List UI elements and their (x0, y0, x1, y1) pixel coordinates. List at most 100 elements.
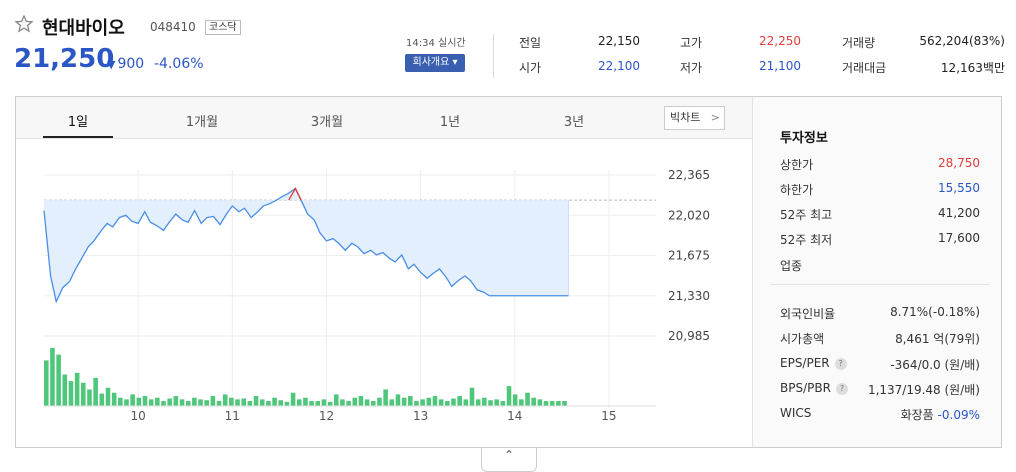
volume-bar (321, 399, 327, 406)
volume-bar (62, 374, 68, 406)
wics-change: -0.09% (937, 408, 980, 422)
wics-row: WICS 화장품 -0.09% (780, 406, 980, 422)
open-value: 22,100 (598, 59, 640, 73)
volume-bar (457, 396, 462, 406)
y-tick-label: 20,985 (668, 329, 710, 343)
intraday-chart[interactable]: 22,365 22,020 21,675 21,330 20,985 10 11 12 13 14… (16, 140, 752, 446)
volume-bar (235, 399, 240, 406)
price-area (44, 188, 569, 302)
x-tick-label: 10 (131, 409, 146, 423)
low-value: 21,100 (759, 59, 801, 73)
industry-row: 업종 (780, 257, 980, 273)
volume-bar (192, 397, 197, 406)
volume-bar (549, 401, 555, 406)
bps-pbr-value: 1,137/19.48 (원/배) (867, 383, 980, 397)
volume-bar (247, 401, 253, 406)
volume-bar (173, 396, 179, 406)
volume-bar (327, 401, 333, 406)
wics-sector: 화장품 (900, 408, 934, 422)
stock-code: 048410 (150, 20, 196, 34)
volume-bar (420, 399, 425, 406)
volume-bar (488, 400, 493, 406)
volume-bar (216, 401, 222, 406)
tab-3m[interactable]: 3개월 (310, 115, 344, 130)
down-triangle-icon: ▼ (107, 58, 116, 71)
lower-limit-value: 15,550 (938, 181, 980, 195)
volume-bar (315, 401, 321, 406)
price-line-up-segment (288, 187, 302, 201)
tab-1d[interactable]: 1일 (67, 115, 89, 130)
y-tick-label: 22,365 (668, 168, 710, 182)
volume-bar (432, 396, 438, 406)
volume-bar (333, 394, 339, 406)
volume-bar (68, 381, 74, 406)
x-tick-label: 15 (601, 409, 616, 423)
x-tick-label: 14 (507, 409, 522, 423)
volume-bar (185, 401, 191, 406)
open-label: 시가 (519, 61, 542, 75)
volume-bar (438, 399, 444, 406)
bigchart-label: 빅차트 (670, 111, 701, 124)
volume-bar (364, 399, 370, 406)
amount-label: 거래대금 (842, 61, 887, 75)
volume-bar (556, 401, 561, 406)
volume-bar (389, 399, 395, 406)
x-tick-label: 12 (319, 409, 334, 423)
favorite-star-icon[interactable] (14, 14, 34, 34)
volume-bar (130, 394, 135, 406)
volume-bar (81, 382, 86, 406)
collapse-toggle[interactable]: ⌃ (481, 448, 537, 472)
x-tick-label: 11 (225, 409, 240, 423)
x-tick-label: 13 (413, 409, 428, 423)
volume-bar (371, 401, 376, 406)
volume-bar (148, 399, 154, 406)
volume-bar (469, 387, 475, 406)
eps-per-value: -364/0.0 (원/배) (890, 358, 980, 372)
tab-1m[interactable]: 1개월 (185, 115, 219, 130)
realtime-timestamp: 14:34 실시간 (406, 38, 466, 49)
volume-bar (179, 399, 185, 406)
volume-bar (352, 397, 358, 406)
52w-high-label: 52주 최고 (780, 208, 833, 222)
price-line (43, 187, 569, 304)
tab-3y[interactable]: 3년 (563, 115, 585, 130)
price-change-percent: -4.06% (154, 56, 204, 72)
high-label: 고가 (680, 36, 703, 50)
volume-bar (537, 399, 543, 406)
volume-bar (475, 399, 481, 406)
stock-header: 현대바이오 048410 코스닥 21,250 ▼ 900 -4.06% 14:3… (0, 0, 1016, 96)
help-icon[interactable]: ? (834, 358, 847, 370)
help-icon[interactable]: ? (835, 383, 848, 395)
volume-bar (296, 399, 302, 406)
price-change: ▼ 900 (107, 56, 144, 72)
prev-close-value: 22,150 (598, 34, 640, 48)
volume-bar (340, 399, 345, 406)
volume-bar (136, 397, 142, 406)
tab-1y[interactable]: 1년 (439, 115, 461, 130)
volume-bar (167, 398, 172, 406)
volume-bar (253, 396, 259, 406)
volume-bar (93, 377, 98, 406)
volume-bar (543, 401, 549, 406)
company-info-button[interactable]: 회사개요 ▾ (405, 54, 465, 72)
active-tab-indicator (43, 136, 113, 138)
volume-bar (111, 392, 117, 406)
volume-bar (506, 386, 512, 406)
chart-panel (15, 96, 1002, 448)
volume-bar (426, 397, 432, 406)
foreign-ratio-value: 8.71%(-0.18%) (890, 305, 980, 319)
bigchart-button[interactable]: 빅차트 > (664, 106, 725, 130)
bps-pbr-label: BPS/PBR (780, 381, 831, 395)
market-cap-label: 시가총액 (780, 332, 825, 346)
foreign-ratio-row: 외국인비율 8.71%(-0.18%) (780, 305, 980, 321)
volume-bar (494, 399, 499, 406)
volume-bar (284, 401, 290, 406)
52w-low-row: 52주 최저 17,600 (780, 231, 980, 247)
volume-value: 562,204(83%) (919, 34, 1005, 48)
lower-limit-label: 하한가 (780, 183, 814, 197)
volume-bar (50, 348, 55, 406)
volume-bar (105, 387, 111, 406)
lower-limit-row: 하한가 15,550 (780, 181, 980, 197)
market-badge: 코스닥 (205, 20, 241, 35)
volume-bar (525, 392, 530, 406)
